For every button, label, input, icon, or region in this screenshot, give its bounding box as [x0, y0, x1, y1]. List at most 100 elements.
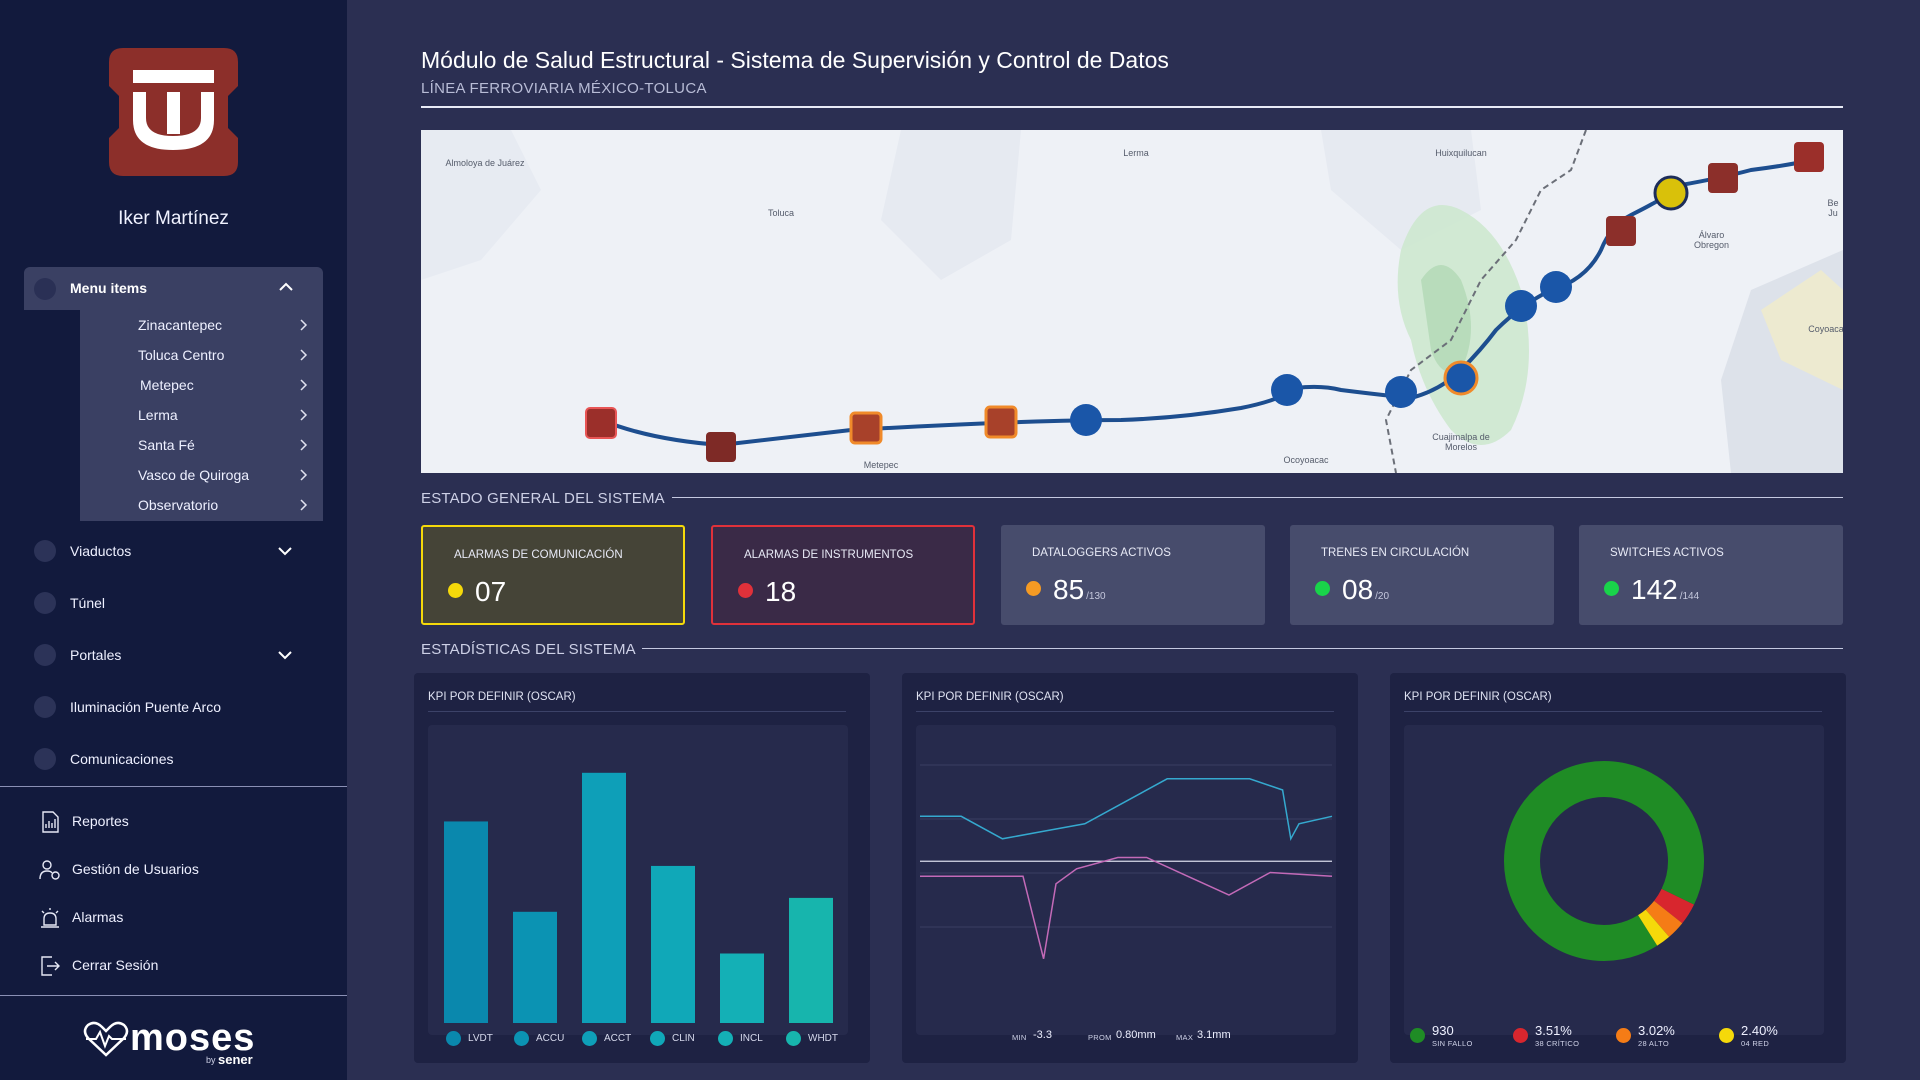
- legend-value: 3.02%: [1638, 1023, 1675, 1038]
- max-label: MAX: [1176, 1033, 1194, 1042]
- avg-value: 0.80mm: [1116, 1029, 1156, 1041]
- status-section-title: ESTADO GENERAL DEL SISTEMA: [421, 490, 665, 507]
- avg-label: PROM: [1088, 1033, 1112, 1042]
- viaductos-icon: [34, 540, 56, 562]
- bar-accu: [513, 911, 557, 1023]
- report-icon: [42, 811, 59, 833]
- bar-incl: [720, 953, 764, 1023]
- reportes-link[interactable]: Reportes: [0, 804, 347, 838]
- line-chart: [920, 764, 1333, 959]
- kpi-alarmas-comunicacion[interactable]: ALARMAS DE COMUNICACIÓN 07: [421, 525, 685, 625]
- min-label: MIN: [1012, 1033, 1027, 1042]
- legend-dot: [1719, 1028, 1734, 1043]
- alarmas-label: Alarmas: [72, 909, 124, 925]
- bar-lvdt: [444, 821, 488, 1023]
- kpi-dataloggers-activos[interactable]: DATALOGGERS ACTIVOS 85/130: [1001, 525, 1265, 625]
- submenu-item-toluca-centro[interactable]: Toluca Centro: [80, 340, 323, 370]
- bar-whdt: [789, 897, 833, 1023]
- kpi-alarmas-instrumentos[interactable]: ALARMAS DE INSTRUMENTOS 18: [711, 525, 975, 625]
- kpi-value-number: 18: [765, 576, 797, 607]
- submenu-item-lerma[interactable]: Lerma: [80, 400, 323, 430]
- kpi-trenes-circulacion[interactable]: TRENES EN CIRCULACIÓN 08/20: [1290, 525, 1554, 625]
- map-label: Coyoaca: [1808, 324, 1843, 334]
- nav-item-label: Iluminación Puente Arco: [70, 699, 221, 715]
- submenu-item-label: Zinacantepec: [138, 317, 223, 333]
- map-label: Álvaro Obregon: [1693, 230, 1730, 250]
- nav-item-label: Túnel: [70, 595, 106, 611]
- page-subtitle: LÍNEA FERROVIARIA MÉXICO-TOLUCA: [421, 80, 707, 97]
- sidebar-divider: [0, 786, 347, 787]
- map-label: Huixquilucan: [1435, 148, 1487, 158]
- legend-dot: [1410, 1028, 1425, 1043]
- legend-sub: SIN FALLO: [1432, 1039, 1473, 1048]
- nav-item-viaductos[interactable]: Viaductos: [0, 531, 347, 571]
- kpi-value: 18: [765, 576, 798, 608]
- bar-clin: [651, 865, 695, 1023]
- cerrar-sesion-link[interactable]: Cerrar Sesión: [0, 948, 347, 982]
- series-line-1: [920, 778, 1333, 842]
- legend-dot: [718, 1031, 733, 1046]
- route-map[interactable]: Almoloya de Juárez Toluca Lerma Huixquil…: [421, 130, 1843, 473]
- chevron-right-icon: [300, 379, 308, 391]
- legend-dot: [786, 1031, 801, 1046]
- menu-items-header[interactable]: Menu items: [24, 267, 323, 310]
- legend-dot: [514, 1031, 529, 1046]
- legend-label: LVDT: [468, 1033, 493, 1044]
- submenu-item-vasco-de-quiroga[interactable]: Vasco de Quiroga: [80, 460, 323, 490]
- panel-title: KPI POR DEFINIR (OSCAR): [916, 691, 1064, 703]
- gestion-usuarios-label: Gestión de Usuarios: [72, 861, 199, 877]
- chevron-up-icon: [279, 282, 293, 291]
- nav-item-comunicaciones[interactable]: Comunicaciones: [0, 739, 347, 779]
- legend-label: CLIN: [672, 1033, 695, 1044]
- legend-label: ACCT: [604, 1033, 632, 1044]
- nav-item-portales[interactable]: Portales: [0, 635, 347, 675]
- submenu: Zinacantepec Toluca Centro Metepec Lerma…: [80, 310, 323, 521]
- kpi-value-number: 142: [1631, 574, 1678, 605]
- legend-dot: [1616, 1028, 1631, 1043]
- map-label: Lerma: [1123, 148, 1149, 158]
- submenu-item-label: Lerma: [138, 407, 178, 423]
- kpi-value: 07: [475, 576, 508, 608]
- submenu-item-metepec[interactable]: Metepec: [80, 370, 323, 400]
- alarmas-link[interactable]: Alarmas: [0, 900, 347, 934]
- nav-item-label: Comunicaciones: [70, 751, 174, 767]
- kpi-value-number: 85: [1053, 574, 1085, 605]
- kpi-panel-bar: KPI POR DEFINIR (OSCAR) LVDT ACCU ACCT CLIN…: [414, 673, 870, 1063]
- nav-item-iluminacion-puente-arco[interactable]: Iluminación Puente Arco: [0, 687, 347, 727]
- submenu-item-santa-fe[interactable]: Santa Fé: [80, 430, 323, 460]
- app-logo: [109, 48, 238, 176]
- legend-label: ACCU: [536, 1033, 565, 1044]
- brand-by: by: [206, 1055, 216, 1065]
- map-label: Metepec: [863, 460, 899, 470]
- nav-item-label: Viaductos: [70, 543, 132, 559]
- sidebar: Iker Martínez Menu items Zinacantepec To…: [0, 0, 347, 1080]
- kpi-value: 08/20: [1342, 574, 1389, 606]
- submenu-item-zinacantepec[interactable]: Zinacantepec: [80, 310, 323, 340]
- alarm-icon: [41, 908, 59, 928]
- heart-pulse-icon: [83, 1021, 129, 1057]
- map-label: Ocoyoacac: [1283, 455, 1329, 465]
- chevron-right-icon: [300, 469, 308, 481]
- bar-chart: [444, 772, 833, 1023]
- nav-item-tunel[interactable]: Túnel: [0, 583, 347, 623]
- kpi-value-total: /20: [1375, 591, 1390, 602]
- legend-value: 930: [1432, 1023, 1454, 1038]
- menu-items-icon: [34, 278, 56, 300]
- nav-item-label: Portales: [70, 647, 122, 663]
- legend-dot: [582, 1031, 597, 1046]
- chevron-right-icon: [300, 349, 308, 361]
- kpi-value-number: 08: [1342, 574, 1374, 605]
- chevron-down-icon: [278, 547, 292, 556]
- max-value: 3.1mm: [1197, 1029, 1231, 1041]
- legend-sub: 38 CRÍTICO: [1535, 1039, 1580, 1048]
- submenu-item-observatorio[interactable]: Observatorio: [80, 490, 323, 520]
- menu-items-label: Menu items: [70, 280, 148, 296]
- iluminacion-icon: [34, 696, 56, 718]
- map-canvas: [421, 130, 1843, 473]
- gestion-usuarios-link[interactable]: Gestión de Usuarios: [0, 852, 347, 886]
- kpi-label: SWITCHES ACTIVOS: [1610, 547, 1724, 559]
- kpi-switches-activos[interactable]: SWITCHES ACTIVOS 142/144: [1579, 525, 1843, 625]
- legend-dot: [446, 1031, 461, 1046]
- panel-title: KPI POR DEFINIR (OSCAR): [1404, 691, 1552, 703]
- legend-sub: 28 ALTO: [1638, 1039, 1670, 1048]
